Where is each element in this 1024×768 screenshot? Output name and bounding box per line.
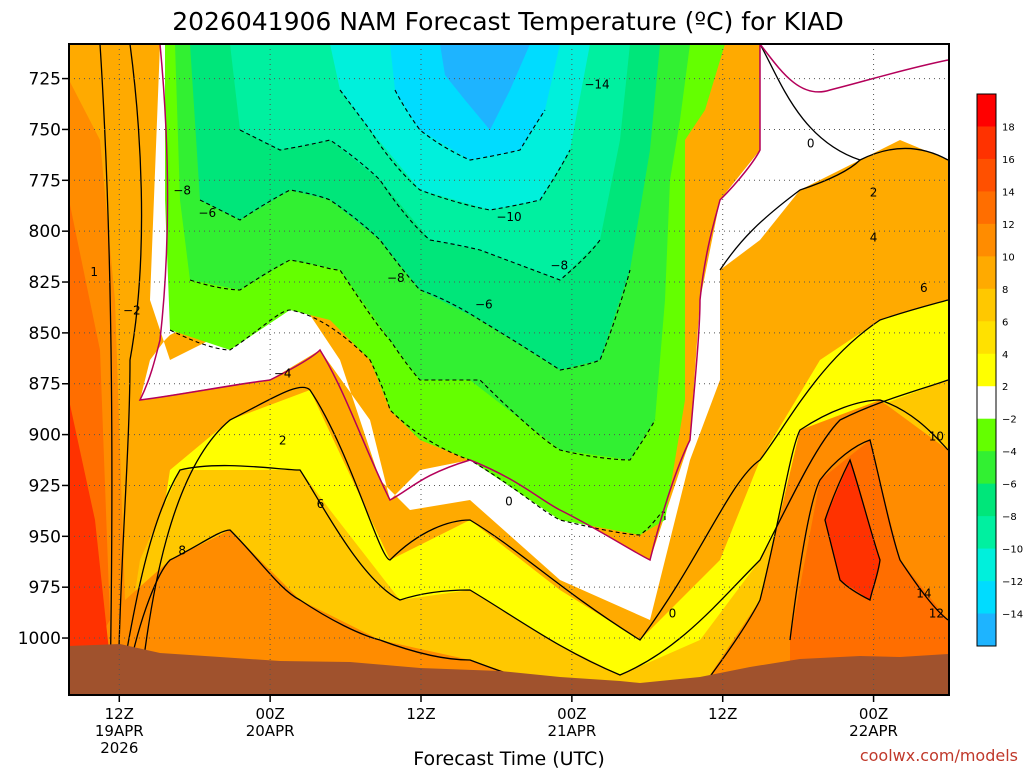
contour-label-20: 14 (916, 586, 931, 600)
x-tick-label-0-1: 19APR (95, 722, 144, 740)
y-axis: 725 750 775 800 825 850 875 900 925 950 975 1000 (18, 70, 69, 649)
y-tick-label-11: 1000 (18, 629, 61, 649)
contour-label-12: 2 (870, 186, 878, 200)
contour-label-0: −14 (584, 78, 609, 92)
colorbar-label-8: 4 (1002, 350, 1008, 361)
colorbar-swatch-11 (977, 451, 996, 485)
x-tick-label-2-0: 12Z (406, 705, 435, 723)
colorbar-swatch-12 (977, 483, 996, 517)
plot-area: −14 −8 −6 −10 −8 −8 −6 −2 −4 0 0 0 2 4 6 2 6 8 1 10 14 12 (69, 44, 949, 695)
contour-labels: −14 −8 −6 −10 −8 −8 −6 −2 −4 0 0 0 2 4 6 2 6 8 1 10 14 12 (90, 78, 944, 621)
x-tick-label-0-2: 2026 (100, 739, 138, 757)
y-tick-label-10: 975 (29, 578, 61, 598)
colorbar-label-14: 16 (1002, 155, 1015, 166)
colorbar-swatch-0 (977, 94, 996, 127)
contour-label-6: −6 (475, 297, 493, 311)
colorbar-swatch-6 (977, 288, 996, 322)
band-blue (440, 44, 530, 130)
y-tick-label-0: 725 (29, 70, 61, 90)
contour-label-8: −4 (274, 367, 292, 381)
colorbar-swatch-15 (977, 581, 996, 615)
colorbar-label-10: 8 (1002, 285, 1008, 296)
colorbar-label-7: 2 (1002, 382, 1008, 393)
colorbar-label-3: −8 (1002, 512, 1017, 523)
colorbar-swatch-8 (977, 353, 996, 387)
contour-label-3: −10 (496, 210, 521, 224)
grid (69, 44, 949, 695)
colorbar-swatch-3 (977, 191, 996, 225)
y-tick-label-2: 775 (29, 171, 61, 191)
contour-label-1: −8 (173, 183, 191, 197)
colorbar-label-9: 6 (1002, 317, 1008, 328)
y-tick-label-3: 800 (29, 222, 61, 242)
ground (69, 644, 948, 695)
x-axis-title: Forecast Time (UTC) (413, 748, 604, 768)
contour-label-7: −2 (123, 304, 141, 318)
y-tick-label-5: 850 (29, 324, 61, 344)
credit-text: coolwx.com/models (860, 746, 1018, 765)
contour-label-10: 0 (669, 607, 677, 621)
colorbar-swatch-13 (977, 516, 996, 550)
contour-label-15: 2 (279, 434, 287, 448)
x-tick-label-1-1: 20APR (246, 722, 295, 740)
contour-label-18: 1 (90, 265, 98, 279)
freezing-line (138, 44, 949, 562)
contour-label-16: 6 (317, 497, 325, 511)
contour-lines (99, 44, 949, 691)
contour-label-9: 0 (807, 137, 815, 151)
contour-label-21: 12 (929, 607, 944, 621)
x-tick-label-5-0: 00Z (859, 705, 888, 723)
colorbar-swatch-5 (977, 256, 996, 290)
x-tick-label-1-0: 00Z (255, 705, 284, 723)
colorbar-frame (976, 93, 997, 647)
contour-label-2: −6 (198, 206, 216, 220)
colorbar-swatch-9 (977, 386, 996, 420)
colorbar: −14 −12 −10 −8 −6 −4 −2 2 4 6 8 10 12 14 16 18 (976, 93, 1023, 647)
band-gold (120, 380, 948, 690)
y-tick-label-6: 875 (29, 375, 61, 395)
band-white (140, 44, 948, 620)
chart-title: 2026041906 NAM Forecast Temperature (ºC)… (172, 7, 844, 36)
colorbar-label-0: −14 (1002, 610, 1023, 621)
x-tick-label-3-1: 21APR (547, 722, 596, 740)
contour-label-14: 6 (920, 281, 928, 295)
colorbar-swatch-1 (977, 126, 996, 160)
y-tick-label-9: 950 (29, 527, 61, 547)
x-tick-label-3-0: 00Z (557, 705, 586, 723)
band-orange-mid (69, 200, 948, 690)
colorbar-swatch-2 (977, 158, 996, 192)
y-tick-label-1: 750 (29, 120, 61, 140)
colorbar-label-4: −6 (1002, 480, 1017, 491)
colorbar-swatch-7 (977, 321, 996, 355)
contour-label-11: 0 (505, 495, 513, 509)
colorbar-label-2: −10 (1002, 545, 1023, 556)
colorbar-swatch-14 (977, 548, 996, 582)
colorbar-label-12: 12 (1002, 220, 1015, 231)
y-tick-label-7: 900 (29, 426, 61, 446)
x-tick-label-4-0: 12Z (708, 705, 737, 723)
colorbar-swatch-16 (977, 613, 996, 647)
colorbar-label-1: −12 (1002, 577, 1023, 588)
contour-label-5: −8 (550, 259, 568, 273)
colorbar-label-13: 14 (1002, 187, 1015, 198)
colorbar-swatch-10 (977, 418, 996, 452)
contour-label-13: 4 (870, 230, 878, 244)
colorbar-label-5: −4 (1002, 447, 1017, 458)
colorbar-swatch-4 (977, 223, 996, 257)
colorbar-label-6: −2 (1002, 415, 1017, 426)
x-tick-label-0-0: 12Z (105, 705, 134, 723)
y-tick-label-8: 925 (29, 476, 61, 496)
colorbar-label-15: 18 (1002, 122, 1015, 133)
colorbar-label-11: 10 (1002, 252, 1015, 263)
x-tick-label-5-1: 22APR (849, 722, 898, 740)
plot-frame (68, 43, 950, 696)
y-tick-label-4: 825 (29, 273, 61, 293)
contour-label-17: 8 (178, 544, 186, 558)
contour-label-4: −8 (387, 271, 405, 285)
contour-label-19: 10 (929, 430, 944, 444)
